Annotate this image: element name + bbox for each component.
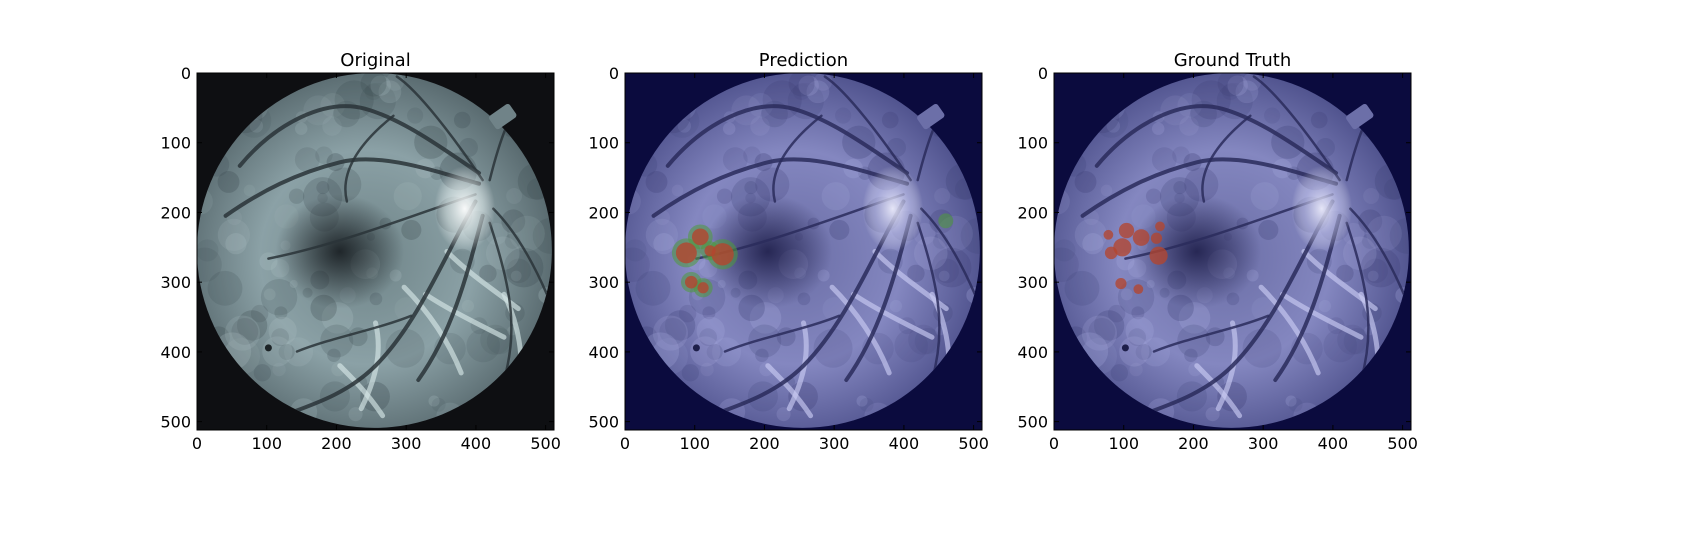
fundus-notch: [917, 104, 945, 130]
y-tick-label: 200: [588, 203, 619, 222]
optic-disc: [434, 165, 496, 252]
y-tick-label: 300: [1017, 273, 1048, 292]
blood-vessel: [488, 221, 513, 382]
fundus-notch: [1346, 104, 1374, 130]
blood-vessel: [237, 104, 481, 175]
macula: [1132, 194, 1262, 309]
blood-vessel: [1201, 114, 1252, 203]
predicted-lesion-halo: [938, 213, 954, 229]
x-tick-label: 0: [1049, 434, 1059, 453]
blood-vessel: [823, 75, 912, 182]
panel-title: Ground Truth: [1174, 50, 1292, 71]
x-tick-label: 500: [958, 434, 989, 453]
x-tick-label: 500: [1387, 434, 1418, 453]
axes-frame: [1053, 72, 1412, 431]
fundus-notch: [489, 104, 517, 130]
blood-vessel: [1080, 157, 1338, 218]
blood-vessel: [651, 157, 909, 218]
ground-truth-lesion: [1155, 221, 1165, 232]
predicted-lesion: [691, 228, 709, 246]
y-tick-label: 400: [1017, 343, 1048, 362]
predicted-lesion: [711, 243, 734, 266]
x-tick-label: 200: [749, 434, 780, 453]
blood-vessel: [1152, 314, 1270, 353]
y-tick-label: 400: [588, 343, 619, 362]
x-tick-label: 500: [530, 434, 561, 453]
blood-vessel: [1345, 221, 1370, 382]
blood-vessel: [1349, 207, 1406, 296]
y-tick-label: 100: [1017, 134, 1048, 153]
optic-disc: [862, 165, 924, 252]
prediction-overlay: [671, 213, 954, 298]
ground-truth-lesion: [1103, 229, 1114, 240]
ground-truth-lesion: [1132, 229, 1150, 246]
ground-truth-lesion: [1133, 284, 1144, 295]
fundus-image: [197, 73, 554, 430]
blood-vessel: [295, 314, 413, 353]
ground-truth-lesion: [1118, 222, 1135, 239]
predicted-lesion: [675, 242, 697, 264]
x-tick-label: 300: [1248, 434, 1279, 453]
y-tick-label: 100: [588, 134, 619, 153]
x-tick-label: 0: [192, 434, 202, 453]
blood-vessel: [772, 114, 823, 203]
axes-frame: [624, 72, 983, 431]
x-tick-label: 100: [679, 434, 710, 453]
x-tick-label: 100: [1108, 434, 1139, 453]
fundus-image: [1054, 73, 1411, 430]
x-tick-label: 200: [1178, 434, 1209, 453]
predicted-lesion: [684, 275, 698, 289]
ground-truth-lesion: [1115, 277, 1127, 290]
blood-vessel: [223, 157, 481, 218]
axes-frame: [196, 72, 555, 431]
optic-disc: [1291, 165, 1353, 252]
x-tick-label: 200: [321, 434, 352, 453]
blood-vessel: [344, 114, 395, 203]
x-tick-label: 400: [1318, 434, 1349, 453]
panel-title: Prediction: [759, 50, 848, 71]
y-tick-label: 200: [1017, 203, 1048, 222]
ground-truth-lesion: [1149, 246, 1168, 265]
blood-vessel: [920, 207, 977, 296]
y-tick-label: 500: [588, 413, 619, 432]
blood-vessel: [395, 75, 484, 182]
predicted-lesion: [704, 245, 716, 257]
x-tick-label: 300: [819, 434, 850, 453]
y-tick-label: 0: [609, 64, 619, 83]
blood-vessel: [665, 104, 909, 175]
y-tick-label: 500: [1017, 413, 1048, 432]
ground-truth-lesion: [1104, 246, 1118, 260]
predicted-lesion: [697, 282, 709, 294]
blood-vessel: [916, 221, 941, 382]
blood-vessel: [492, 207, 549, 296]
ground-truth-lesion: [1113, 238, 1132, 257]
y-tick-label: 500: [160, 413, 191, 432]
macula: [703, 194, 833, 309]
x-tick-label: 0: [620, 434, 630, 453]
x-tick-label: 400: [889, 434, 920, 453]
y-tick-label: 100: [160, 134, 191, 153]
blood-vessel: [1094, 104, 1338, 175]
blood-vessel: [723, 314, 841, 353]
x-tick-label: 300: [391, 434, 422, 453]
y-tick-label: 0: [1038, 64, 1048, 83]
fundus-image: [625, 73, 982, 430]
blood-vessel: [1252, 75, 1341, 182]
y-tick-label: 300: [588, 273, 619, 292]
y-tick-label: 0: [181, 64, 191, 83]
ground-truth-overlay: [1103, 221, 1168, 295]
ground-truth-lesion: [1150, 232, 1163, 244]
y-tick-label: 300: [160, 273, 191, 292]
macula: [275, 194, 405, 309]
y-tick-label: 200: [160, 203, 191, 222]
x-tick-label: 100: [251, 434, 282, 453]
y-tick-label: 400: [160, 343, 191, 362]
panel-title: Original: [340, 50, 410, 71]
x-tick-label: 400: [461, 434, 492, 453]
